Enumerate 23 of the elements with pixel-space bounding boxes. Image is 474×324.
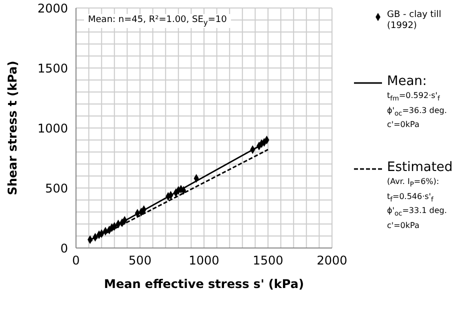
text: (Avr. I$_{P}$=6%):	[387, 177, 440, 189]
text: t$_{fm}$=0.592·s'$_{f}$	[387, 91, 440, 103]
legend-label: Estimated	[387, 160, 454, 176]
x-tick-label: 500	[128, 254, 152, 268]
text: c'=0kPa	[387, 120, 420, 130]
y-axis-title: Shear stress t (kPa)	[5, 60, 20, 196]
x-tick-label: 1000	[188, 254, 220, 268]
y-tick-label: 0	[60, 241, 68, 256]
text: t$_{f}$=0.546·s'$_{f}$	[387, 192, 434, 204]
y-tick-label: 2000	[37, 1, 68, 16]
x-tick-label: 1500	[252, 254, 284, 268]
y-tick-label: 1500	[37, 61, 68, 76]
text: ϕ'$_{oc}$=36.3 deg.	[387, 106, 447, 118]
x-tick-label: 2000	[316, 254, 348, 268]
text: ϕ'$_{oc}$=33.1 deg.	[387, 206, 447, 218]
annotation: Mean: n=45, R²=1.00, SE$_{y}$=10	[88, 15, 227, 27]
legend-label: GB - clay till (1992)	[387, 10, 442, 32]
text: c'=0kPa	[387, 220, 420, 230]
legend-label: Mean:	[387, 74, 428, 90]
y-tick-label: 1000	[37, 121, 68, 136]
x-axis-title: Mean effective stress s' (kPa)	[104, 277, 304, 291]
x-tick-label: 0	[72, 254, 80, 268]
y-tick-label: 500	[45, 181, 68, 196]
